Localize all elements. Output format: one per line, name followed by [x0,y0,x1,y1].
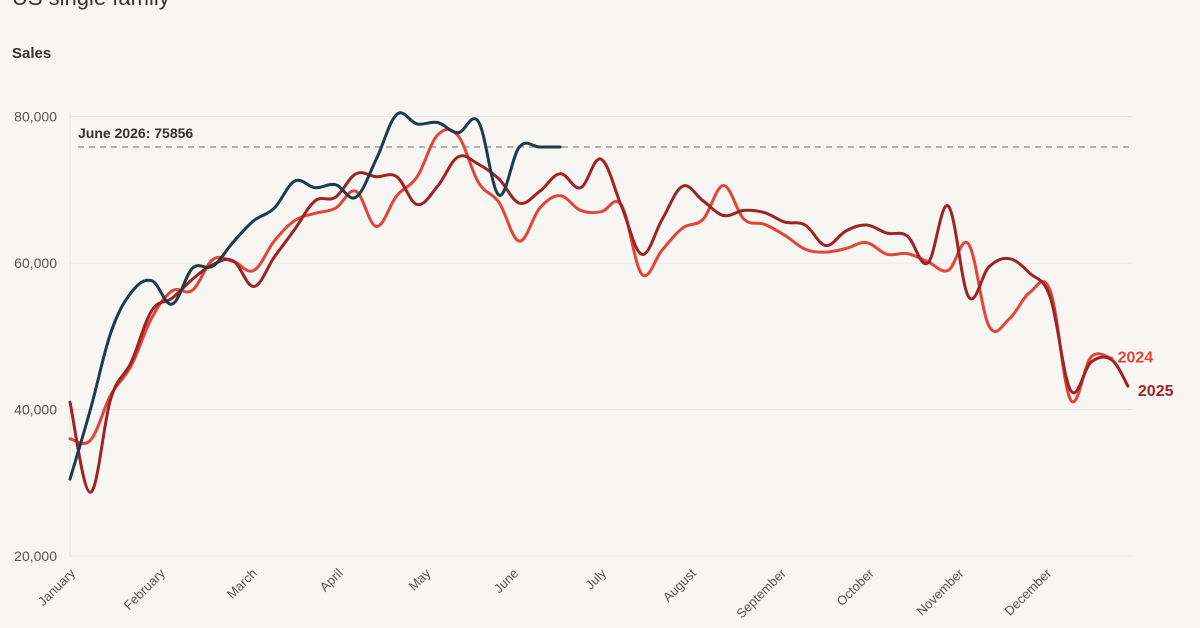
series-label-2025: 2025 [1138,383,1174,400]
x-tick-label: April [317,565,346,594]
x-tick-label: January [35,565,79,609]
x-tick-label: February [121,565,169,613]
series-line-2025 [68,154,1130,494]
y-tick-label: 60,000 [14,255,57,271]
series-label-2024: 2024 [1118,349,1154,366]
x-tick-label: August [660,565,699,604]
x-axis-ticks: January February March April May June July Augu… [35,565,1055,621]
y-tick-label: 80,000 [14,109,57,125]
grid-lines [69,112,1132,557]
series-labels: 2024 2025 [1118,349,1174,400]
y-axis-ticks: 20,000 40,000 60,000 80,000 [14,109,57,564]
y-tick-label: 40,000 [14,402,57,418]
series-line-2024 [68,127,1114,445]
series-line-2026 [68,111,562,481]
x-tick-label: July [582,565,609,592]
y-tick-label: 20,000 [14,548,57,564]
chart-title: US single family [12,0,170,10]
x-tick-label: October [833,565,877,609]
series-group [68,111,1130,494]
x-tick-label: June [491,566,522,597]
x-tick-label: September [733,565,789,621]
reference-annotation: June 2026: 75856 [78,125,1134,148]
reference-label: June 2026: 75856 [78,125,193,141]
x-tick-label: November [914,565,967,618]
x-tick-label: March [224,566,260,602]
x-tick-label: May [406,565,434,593]
x-tick-label: December [1001,565,1054,618]
y-axis-label: Sales [12,45,51,62]
